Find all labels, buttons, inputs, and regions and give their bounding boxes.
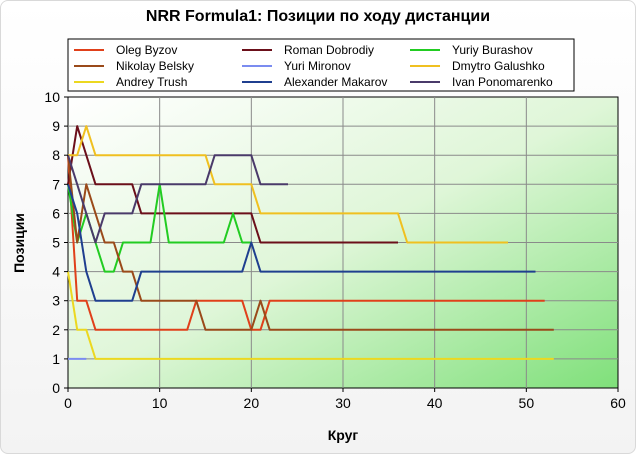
legend-box bbox=[67, 38, 575, 92]
series-lines bbox=[67, 125, 554, 360]
series-line-alexander-makarov bbox=[67, 183, 536, 302]
y-tick-label: 5 bbox=[52, 235, 60, 251]
y-tick-label: 8 bbox=[52, 147, 60, 163]
x-tick-label: 50 bbox=[519, 395, 535, 411]
y-tick-label: 2 bbox=[52, 322, 60, 338]
series-line-andrey-trush bbox=[67, 271, 554, 360]
series-line-dmytro-galushko bbox=[68, 125, 508, 244]
legend-label: Yuriy Burashov bbox=[452, 43, 533, 57]
legend-label: Yuri Mironov bbox=[284, 59, 351, 73]
x-tick-label: 30 bbox=[335, 395, 351, 411]
x-tick-label: 40 bbox=[427, 395, 443, 411]
series-line-ivan-ponomarenko bbox=[67, 154, 288, 244]
legend-label: Oleg Byzov bbox=[116, 43, 177, 57]
legend-label: Andrey Trush bbox=[116, 75, 187, 89]
y-axis-label: Позиции bbox=[11, 213, 27, 273]
x-tick-label: 60 bbox=[610, 395, 626, 411]
x-tick-label: 20 bbox=[244, 395, 260, 411]
y-tick-label: 10 bbox=[44, 89, 60, 105]
x-tick-label: 0 bbox=[64, 395, 72, 411]
series-line-nikolay-belsky bbox=[67, 155, 554, 331]
x-tick-label: 10 bbox=[152, 395, 168, 411]
axes: 0 1 2 3 4 5 6 7 8 9 10 0 10 20 30 40 50 60 bbox=[44, 89, 626, 411]
y-tick-label: 7 bbox=[52, 176, 60, 192]
legend-label: Alexander Makarov bbox=[284, 75, 387, 89]
y-tick-label: 3 bbox=[52, 293, 60, 309]
series-line-roman-dobrodiy bbox=[67, 125, 398, 244]
legend: Oleg Byzov Roman Dobrodiy Yuriy Burashov Ni… bbox=[74, 43, 553, 89]
y-tick-label: 1 bbox=[52, 351, 60, 367]
legend-label: Dmytro Galushko bbox=[452, 59, 545, 73]
legend-label: Roman Dobrodiy bbox=[284, 43, 374, 57]
y-tick-label: 6 bbox=[52, 205, 60, 221]
legend-label: Nikolay Belsky bbox=[116, 59, 194, 73]
legend-label: Ivan Ponomarenko bbox=[452, 75, 553, 89]
y-tick-label: 4 bbox=[52, 264, 60, 280]
x-axis-label: Круг bbox=[328, 427, 359, 443]
y-tick-label: 0 bbox=[52, 380, 60, 396]
chart-title: NRR Formula1: Позиции по ходу дистанции bbox=[145, 8, 491, 25]
y-tick-label: 9 bbox=[52, 118, 60, 134]
